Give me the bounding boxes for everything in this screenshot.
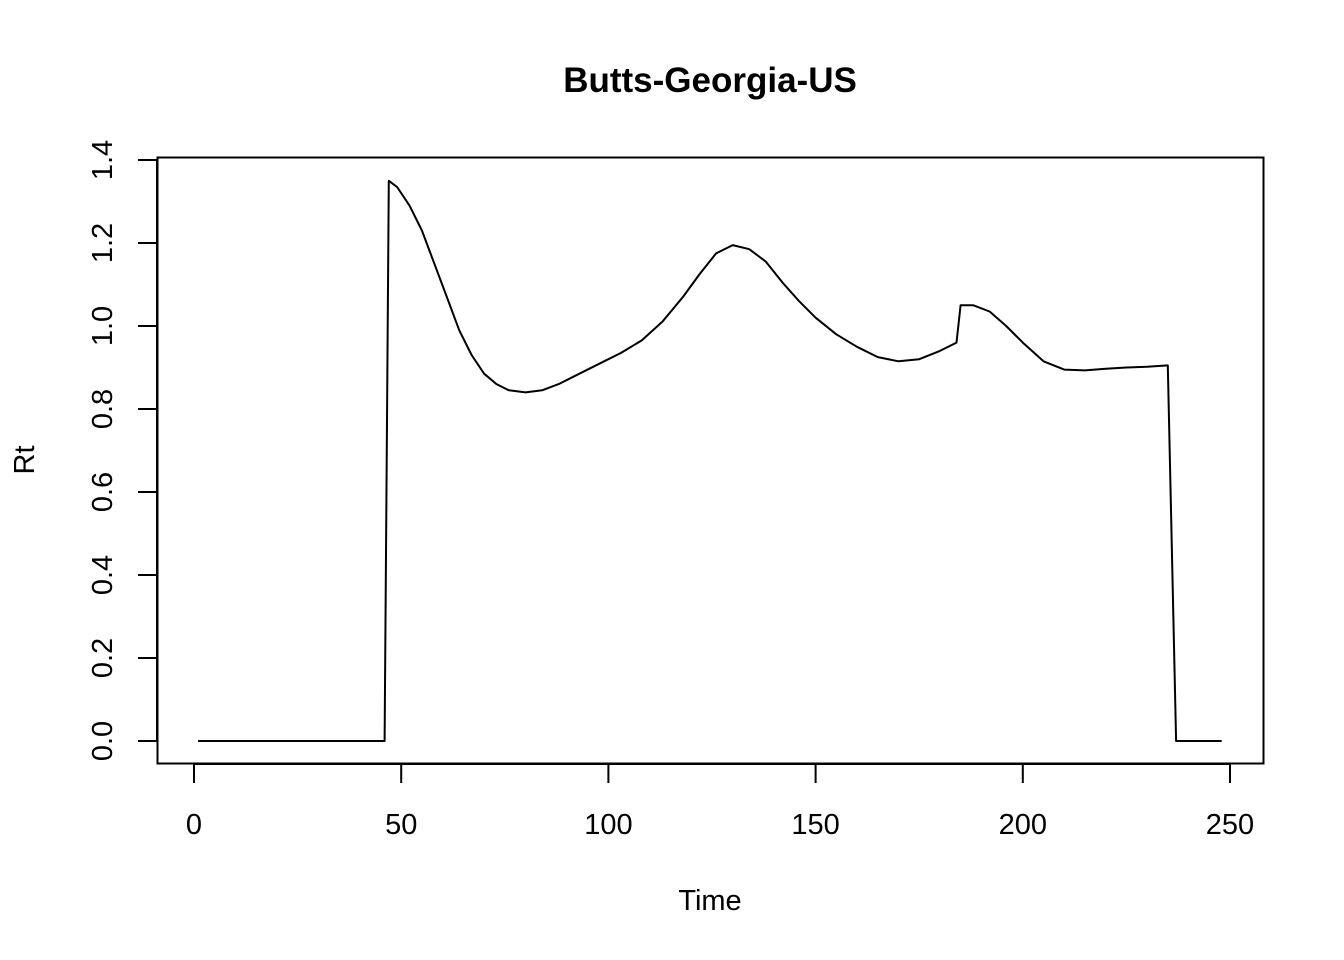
y-tick-label: 0.2 [87,638,119,678]
y-tick-label: 0.4 [87,555,119,595]
x-axis: 0 50 100 150 200 250 [186,763,1254,841]
x-tick-label: 150 [791,809,839,841]
chart-title: Butts-Georgia-US [563,61,857,100]
plot-frame [156,156,1265,765]
y-axis-label: Rt [9,446,41,475]
x-tick-label: 100 [584,809,632,841]
x-tick-label: 50 [385,809,417,841]
x-tick-label: 250 [1206,809,1254,841]
y-tick-label: 0.6 [87,472,119,512]
x-tick-label: 0 [186,809,202,841]
y-tick-label: 1.2 [87,223,119,263]
y-tick-label: 1.0 [87,306,119,346]
y-tick-label: 0.0 [87,721,119,761]
rt-series-line [198,179,1222,742]
y-tick-label: 0.8 [87,389,119,429]
y-tick-label: 1.4 [87,140,119,180]
x-tick-label: 200 [999,809,1047,841]
y-axis: 0.0 0.2 0.4 0.6 0.8 1.0 1.2 1.4 [87,140,158,761]
x-axis-label: Time [678,885,741,917]
